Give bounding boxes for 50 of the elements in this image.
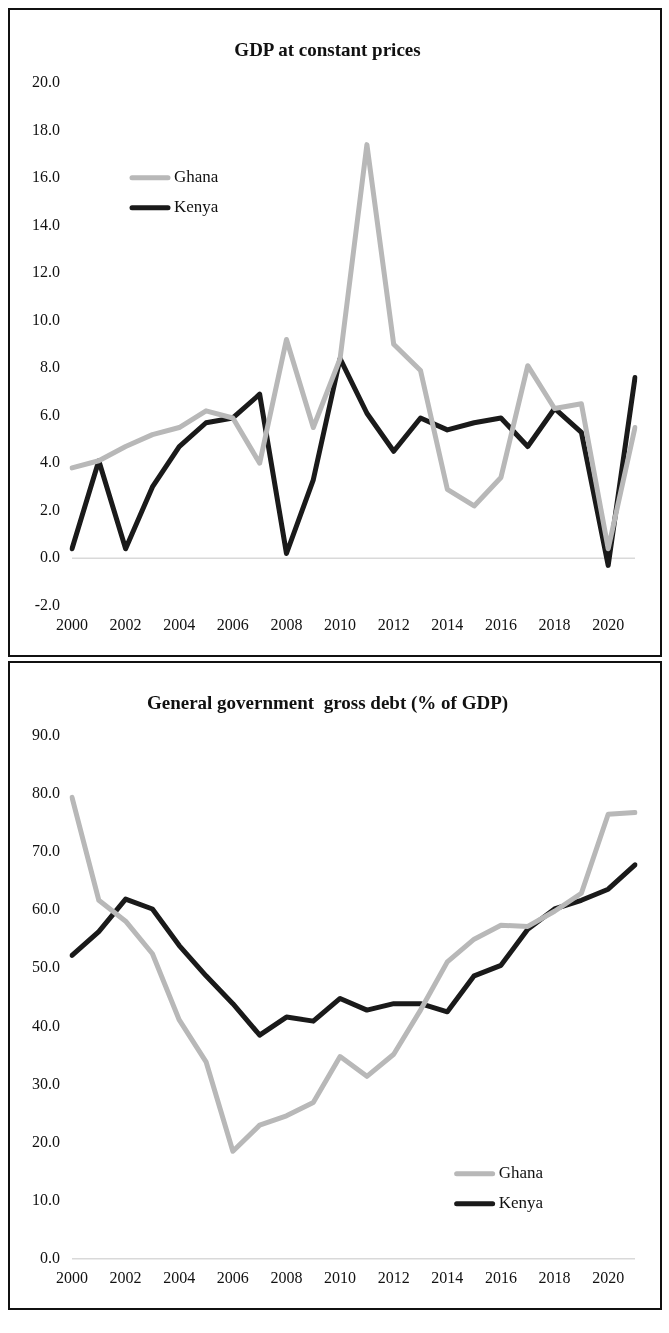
- x-tick-label: 2002: [109, 1268, 142, 1286]
- x-tick-label: 2014: [431, 1268, 464, 1286]
- x-tick-label: 2012: [377, 1268, 410, 1286]
- y-tick-label: 12.0: [32, 263, 60, 281]
- y-tick-label: 90.0: [32, 726, 60, 743]
- y-tick-label: 6.0: [40, 405, 60, 423]
- y-tick-label: 20.0: [32, 1132, 60, 1150]
- x-tick-label: 2006: [216, 1268, 249, 1286]
- x-tick-label: 2000: [56, 615, 88, 633]
- x-tick-label: 2016: [484, 1268, 517, 1286]
- x-tick-label: 2002: [109, 615, 142, 633]
- y-tick-label: 14.0: [32, 215, 60, 233]
- x-tick-label: 2020: [592, 615, 625, 633]
- legend-label: Kenya: [174, 197, 219, 217]
- x-tick-label: 2004: [163, 1268, 196, 1286]
- y-tick-label: 60.0: [32, 900, 60, 918]
- y-tick-label: -2.0: [34, 596, 60, 613]
- chart-title: GDP at constant prices: [234, 39, 421, 61]
- chart-title: General government gross debt (% of GDP): [146, 692, 509, 715]
- y-tick-label: 18.0: [32, 120, 60, 138]
- x-tick-label: 2006: [216, 615, 249, 633]
- x-tick-label: 2018: [538, 1268, 571, 1286]
- y-tick-label: 16.0: [32, 168, 60, 186]
- x-tick-label: 2016: [484, 615, 517, 633]
- x-tick-label: 2004: [163, 615, 196, 633]
- x-tick-label: 2020: [592, 1268, 625, 1286]
- x-tick-label: 2000: [56, 1268, 88, 1286]
- x-tick-label: 2014: [431, 615, 464, 633]
- x-tick-label: 2012: [377, 615, 410, 633]
- y-tick-label: 8.0: [40, 358, 60, 376]
- y-tick-label: 0.0: [40, 548, 60, 566]
- x-tick-label: 2018: [538, 615, 571, 633]
- x-tick-label: 2008: [270, 1268, 303, 1286]
- y-tick-label: 20.0: [32, 73, 60, 90]
- y-tick-label: 30.0: [32, 1074, 60, 1092]
- legend-label: Kenya: [498, 1193, 544, 1213]
- y-tick-label: 0.0: [40, 1249, 60, 1266]
- x-tick-label: 2010: [324, 615, 357, 633]
- y-tick-label: 80.0: [32, 784, 60, 802]
- x-tick-label: 2010: [324, 1268, 357, 1286]
- y-tick-label: 10.0: [32, 310, 60, 328]
- y-tick-label: 4.0: [40, 453, 60, 471]
- x-tick-label: 2008: [270, 615, 303, 633]
- legend-label: Ghana: [174, 167, 219, 187]
- y-tick-label: 10.0: [32, 1190, 60, 1208]
- legend-label: Ghana: [498, 1163, 544, 1183]
- y-tick-label: 50.0: [32, 958, 60, 976]
- y-tick-label: 70.0: [32, 842, 60, 860]
- y-tick-label: 40.0: [32, 1016, 60, 1034]
- y-tick-label: 2.0: [40, 500, 60, 518]
